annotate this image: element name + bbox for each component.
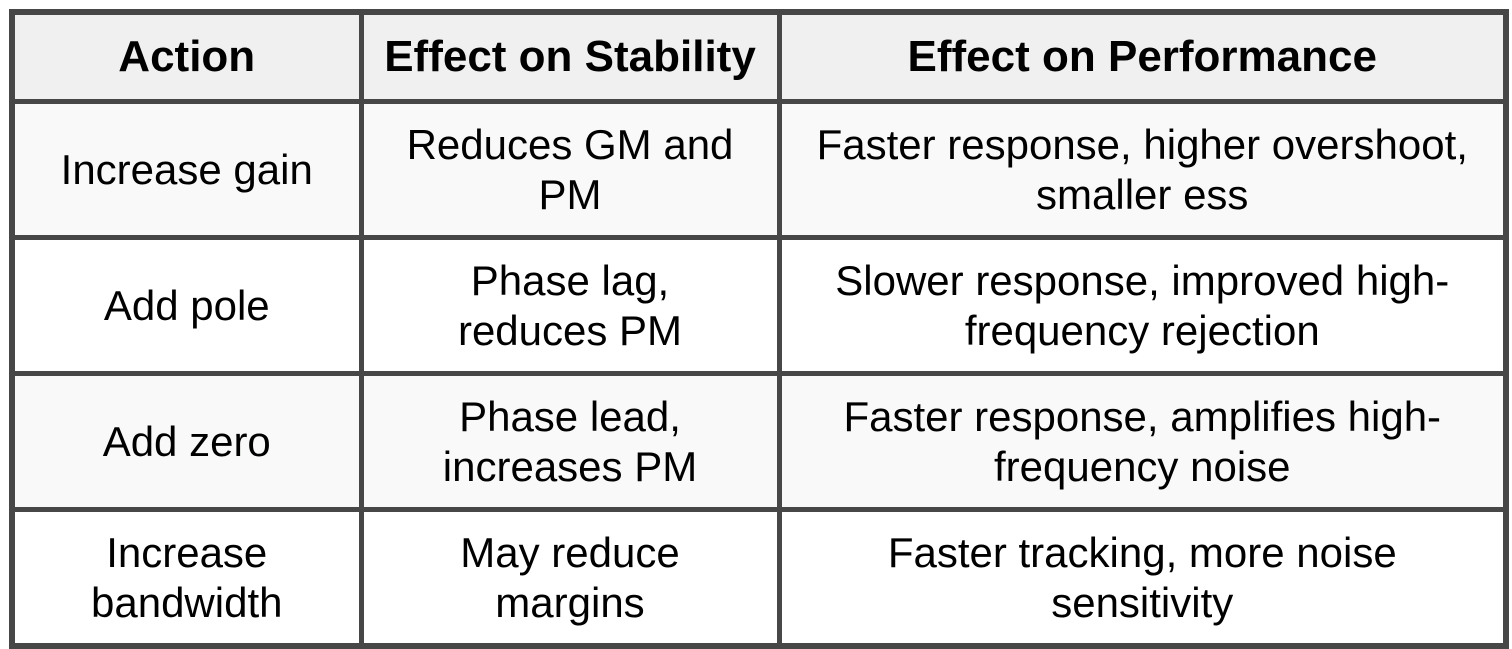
header-row: Action Effect on Stability Effect on Per… <box>9 9 1509 104</box>
cell-action: Add pole <box>9 235 364 376</box>
cell-action: Increase gain <box>9 99 364 240</box>
control-tuning-effects-table: Action Effect on Stability Effect on Per… <box>9 9 1509 649</box>
column-header-effect-on-performance: Effect on Performance <box>776 9 1509 104</box>
cell-stability-effect: May reduce margins <box>358 507 782 649</box>
table-row-add-zero: Add zero Phase lead, increases PM Faster… <box>9 371 1509 512</box>
table-row-add-pole: Add pole Phase lag, reduces PM Slower re… <box>9 235 1509 376</box>
table-row-increase-bandwidth: Increase bandwidth May reduce margins Fa… <box>9 507 1509 649</box>
cell-stability-effect: Phase lag, reduces PM <box>358 235 782 376</box>
table-row-increase-gain: Increase gain Reduces GM and PM Faster r… <box>9 99 1509 240</box>
column-header-effect-on-stability: Effect on Stability <box>358 9 782 104</box>
column-header-action: Action <box>9 9 364 104</box>
cell-performance-effect: Faster response, amplifies high- frequen… <box>776 371 1509 512</box>
table-frame: Action Effect on Stability Effect on Per… <box>9 9 1509 649</box>
cell-stability-effect: Reduces GM and PM <box>358 99 782 240</box>
cell-performance-effect: Slower response, improved high- frequenc… <box>776 235 1509 376</box>
cell-stability-effect: Phase lead, increases PM <box>358 371 782 512</box>
cell-action: Increase bandwidth <box>9 507 364 649</box>
cell-performance-effect: Faster tracking, more noise sensitivity <box>776 507 1509 649</box>
cell-action: Add zero <box>9 371 364 512</box>
cell-performance-effect: Faster response, higher overshoot, small… <box>776 99 1509 240</box>
